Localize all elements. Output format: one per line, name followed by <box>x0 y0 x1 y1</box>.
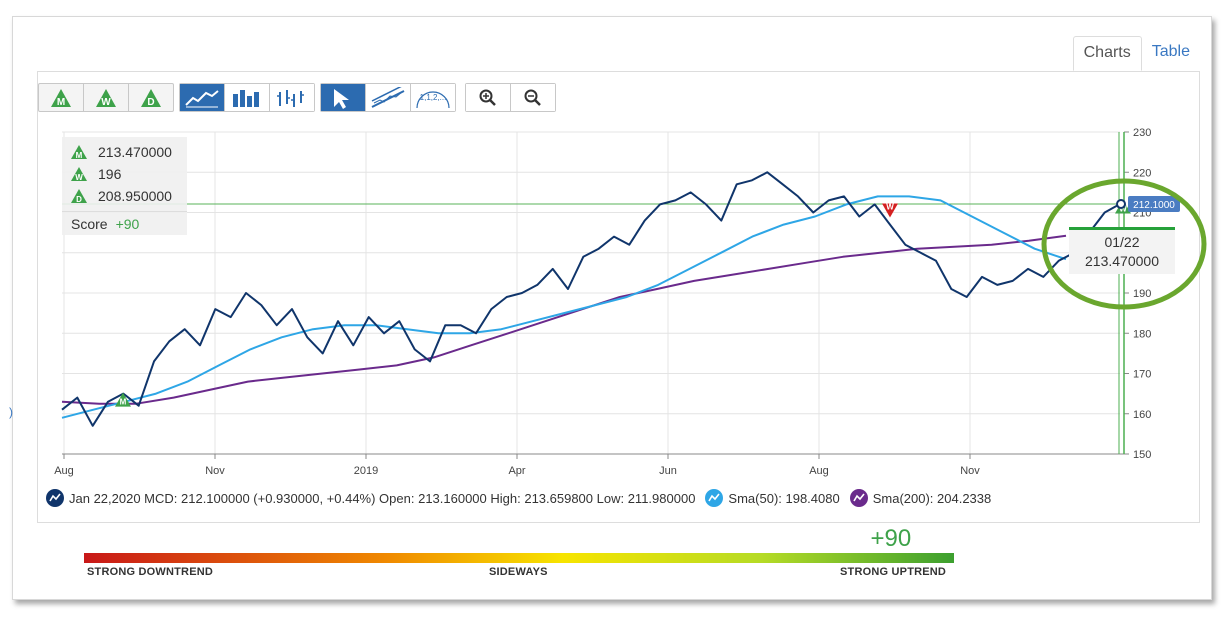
zoom-in-button[interactable] <box>466 84 511 111</box>
line-chart-icon <box>185 89 219 107</box>
legend-sma200[interactable]: Sma(200): 204.2338 <box>849 489 992 507</box>
monthly-rating-value: 213.470000 <box>98 144 172 160</box>
monthly-rating-button[interactable]: M <box>39 84 84 111</box>
score-label: Score <box>71 216 108 232</box>
sma50-series-icon <box>705 489 724 507</box>
trend-score: +90 <box>870 525 912 552</box>
monthly-rating-icon: M <box>51 88 71 108</box>
weekly-rating-value: 196 <box>98 166 122 182</box>
chart-legend: Jan 22,2020 MCD: 212.100000 (+0.930000, … <box>46 487 1001 509</box>
daily-rating-icon: D <box>71 189 87 204</box>
trend-label-sideways: SIDEWAYS <box>489 566 548 578</box>
svg-text:W: W <box>101 97 111 108</box>
zoom-out-button[interactable] <box>511 84 555 111</box>
line-chart-button[interactable] <box>180 84 225 111</box>
price-tooltip: 01/22 213.470000 <box>1069 227 1175 274</box>
weekly-rating-icon: W <box>96 88 116 108</box>
drawing-tool-group: 1,1,2,... <box>320 83 456 112</box>
weekly-rating-icon: W <box>71 167 87 182</box>
bar-chart-button[interactable] <box>225 84 270 111</box>
tab-charts[interactable]: Charts <box>1072 36 1142 71</box>
ohlc-chart-icon <box>277 89 304 107</box>
price-series-icon <box>46 489 64 507</box>
chart-type-group <box>179 83 315 112</box>
monthly-rating-row: M 213.470000 <box>62 141 187 163</box>
svg-text:D: D <box>147 97 154 108</box>
trend-label-downtrend: STRONG DOWNTREND <box>87 566 214 578</box>
zoom-group <box>465 83 556 112</box>
weekly-rating-row: W 196 <box>62 163 187 185</box>
tab-table[interactable]: Table <box>1151 43 1190 60</box>
score-row: Score +90 <box>62 211 187 236</box>
pointer-icon <box>334 88 349 109</box>
trendline-tool-button[interactable] <box>366 84 411 111</box>
sma200-series-icon <box>849 489 868 507</box>
pointer-tool-button[interactable] <box>321 84 366 111</box>
svg-text:M: M <box>57 97 65 108</box>
daily-rating-value: 208.950000 <box>98 188 172 204</box>
svg-text:M: M <box>76 151 83 160</box>
weekly-rating-button[interactable]: W <box>84 84 129 111</box>
zoom-in-icon <box>479 89 496 106</box>
svg-text:D: D <box>76 195 82 204</box>
trend-gradient-bar <box>84 553 954 563</box>
tooltip-value: 213.470000 <box>1085 253 1159 269</box>
ohlc-chart-button[interactable] <box>270 84 314 111</box>
legend-price-text: Jan 22,2020 MCD: 212.100000 (+0.930000, … <box>69 490 696 506</box>
legend-sma50-text: Sma(50): 198.4080 <box>728 490 840 506</box>
tooltip-date: 01/22 <box>1104 234 1140 250</box>
fibonacci-tool-button[interactable]: 1,1,2,... <box>411 84 455 111</box>
legend-sma50[interactable]: Sma(50): 198.4080 <box>705 489 840 507</box>
daily-rating-row: D 208.950000 <box>62 185 187 207</box>
daily-rating-button[interactable]: D <box>129 84 173 111</box>
monthly-rating-icon: M <box>71 145 87 160</box>
fibonacci-icon: 1,1,2,... <box>416 90 450 108</box>
chart-panel <box>37 71 1200 523</box>
view-tabs: Charts Table <box>1072 36 1200 71</box>
bar-chart-icon <box>233 89 259 107</box>
trendline-icon <box>371 86 405 108</box>
legend-sma200-text: Sma(200): 204.2338 <box>872 490 992 506</box>
zoom-out-icon <box>524 89 541 106</box>
score-value: +90 <box>115 216 140 232</box>
trend-label-uptrend: STRONG UPTREND <box>840 566 947 578</box>
legend-price[interactable]: Jan 22,2020 MCD: 212.100000 (+0.930000, … <box>46 489 695 507</box>
rating-info-panel: M 213.470000 W 196 D 208.950000 Score +9… <box>62 137 187 235</box>
fibonacci-label: 1,1,2,... <box>420 93 447 102</box>
rating-button-group: M W D <box>38 83 174 112</box>
daily-rating-icon: D <box>141 88 161 108</box>
svg-text:W: W <box>75 173 83 182</box>
